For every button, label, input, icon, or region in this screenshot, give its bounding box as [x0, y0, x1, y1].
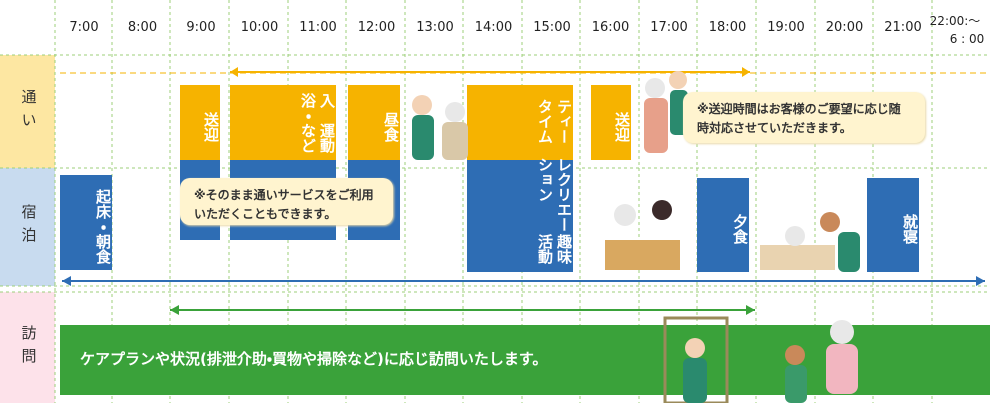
time-label: 22:00:〜 [929, 14, 981, 28]
time-label: 14:00 [474, 20, 513, 35]
block: 起床・ 朝食 [60, 175, 112, 270]
last-time: 22:00:〜 6 : 00 [920, 12, 990, 48]
block: 送迎 [180, 85, 220, 160]
block-text: 昼食 [382, 111, 400, 142]
time-label: 17:00 [650, 20, 688, 35]
time-label: 9:00 [186, 20, 216, 35]
time-label: 12:00 [357, 20, 396, 35]
block-text: 起床・ [94, 189, 112, 234]
block-text: ティータイム [536, 99, 573, 144]
block-text: 朝食 [94, 234, 112, 264]
time-label: 15:00 [533, 20, 571, 35]
block: 昼食 [348, 85, 400, 160]
time-label: 18:00 [708, 20, 747, 35]
note: ※そのまま通いサービスをご利用いただくこともできます。 [180, 178, 393, 225]
block-text: レクリエーション [536, 156, 573, 232]
time-label: 16:00 [591, 20, 630, 35]
time-label: 8:00 [127, 20, 158, 35]
row-bg [0, 292, 55, 403]
time-label: 13:00 [416, 20, 454, 35]
time-label: 6 : 00 [949, 32, 985, 46]
block: 送迎 [591, 85, 631, 160]
row-bg [0, 168, 55, 286]
block: 就寝 [867, 178, 919, 272]
block-text: 送迎 [202, 111, 220, 142]
block-text: 就寝 [901, 214, 919, 244]
illustration [412, 71, 860, 403]
time-label: 7:00 [69, 20, 99, 35]
row-label: 訪問 [19, 324, 38, 371]
time-label: 20:00 [825, 20, 864, 35]
block-text: 入浴・ [299, 93, 336, 123]
block-text: 趣味活動 [536, 233, 573, 264]
block: 入浴・ 運動など [230, 85, 336, 160]
time-label: 19:00 [767, 20, 805, 35]
row-label: 宿泊 [19, 204, 38, 250]
row-label: 通い [19, 88, 38, 135]
time-label: 11:00 [299, 20, 337, 35]
time-label: 21:00 [884, 20, 922, 35]
block: 夕食 [697, 178, 749, 272]
visit-text: ケアプランや状況(排泄介助・買物や掃除など)に応じ訪問いたします。 [80, 350, 548, 368]
orange-block [467, 85, 573, 160]
note: ※送迎時間はお客様のご要望に応じ随時対応させていただきます。 [683, 92, 925, 143]
blue-block [467, 160, 573, 272]
block: ティータイムレクリエーション 趣味活動 [467, 85, 573, 272]
row-bg [0, 55, 55, 168]
time-label: 10:00 [240, 20, 279, 35]
block-text: 運動など [299, 123, 336, 153]
block-text: 夕食 [731, 214, 749, 244]
block-text: 送迎 [613, 111, 631, 142]
